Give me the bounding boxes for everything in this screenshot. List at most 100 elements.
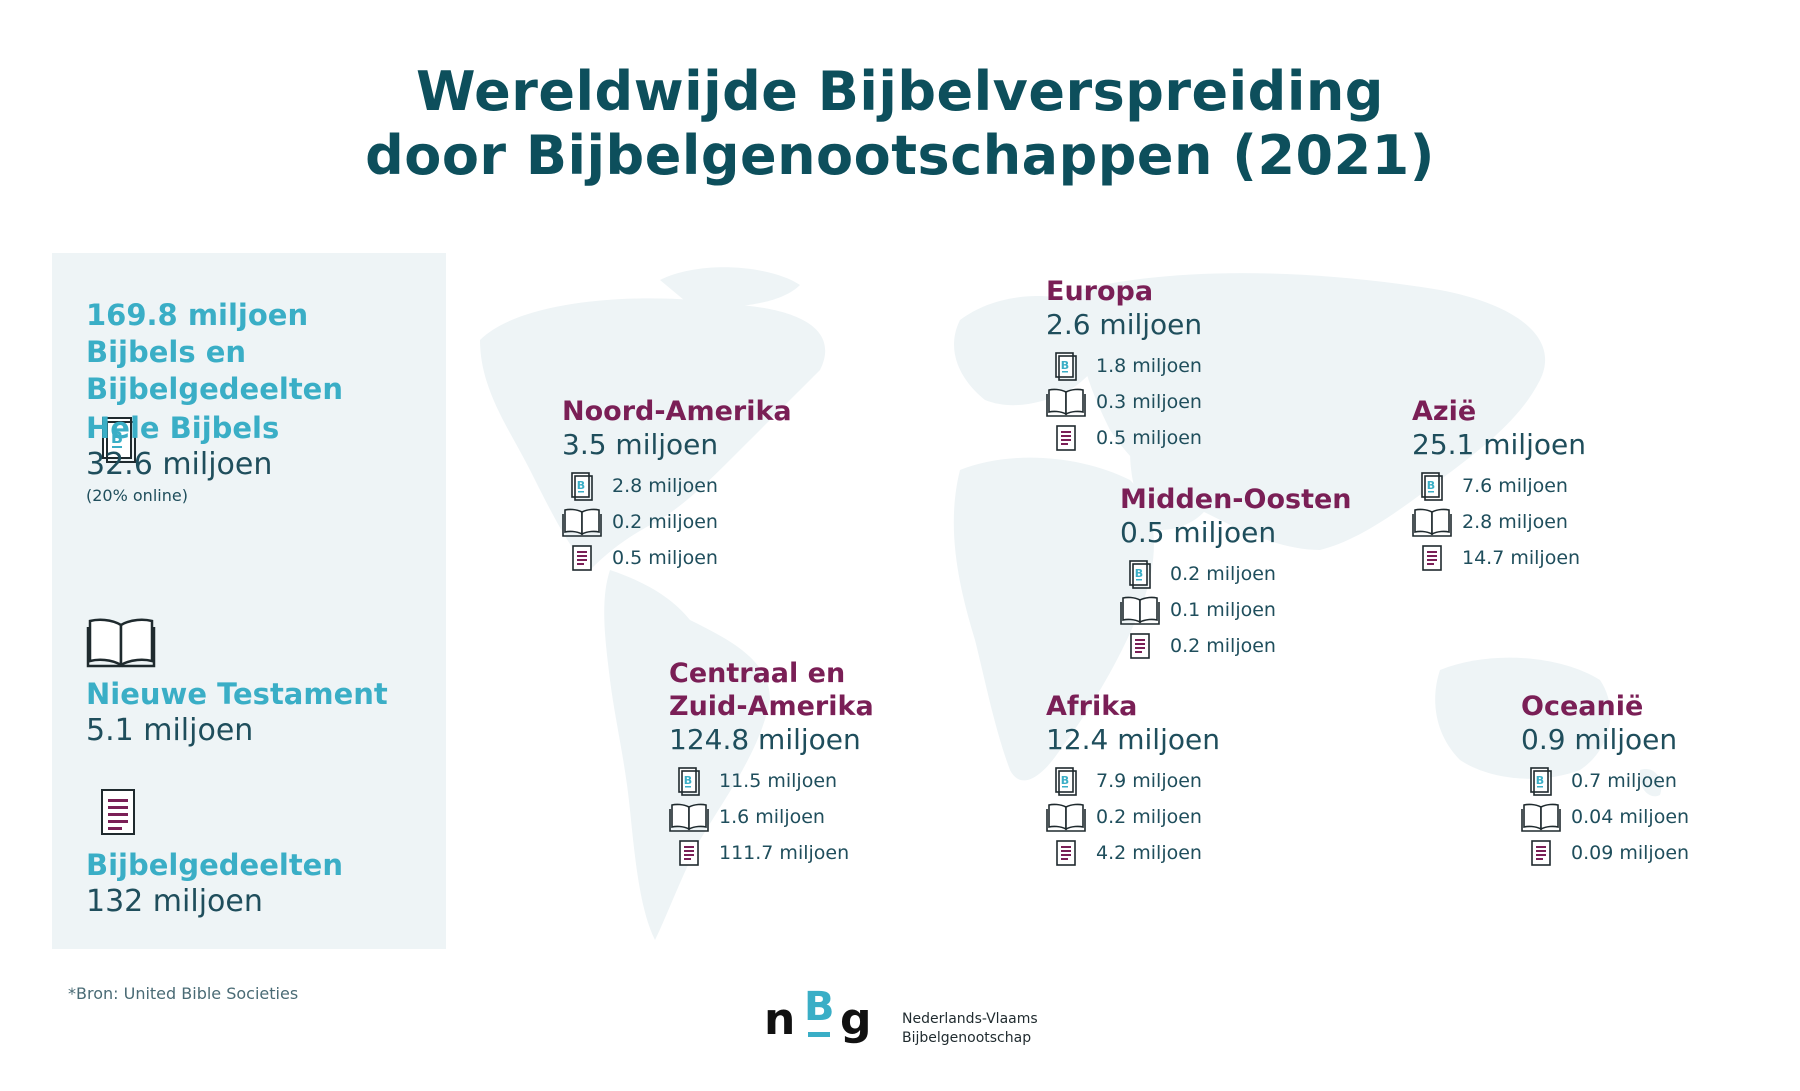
open-book-icon bbox=[1120, 594, 1160, 626]
region-nt-value: 0.04 miljoen bbox=[1571, 806, 1690, 828]
region-nt-value: 0.1 miljoen bbox=[1170, 599, 1276, 621]
region-row-portions: 14.7 miljoen bbox=[1412, 540, 1586, 576]
region-total: 12.4 miljoen bbox=[1046, 723, 1220, 756]
region-row-portions: 0.2 miljoen bbox=[1120, 628, 1352, 664]
document-icon bbox=[669, 837, 709, 869]
open-book-icon bbox=[1046, 386, 1086, 418]
region-row-bibles: B 2.8 miljoen bbox=[562, 468, 792, 504]
svg-text:B: B bbox=[1536, 774, 1544, 787]
region-bibles-value: 0.7 miljoen bbox=[1571, 770, 1677, 792]
document-icon bbox=[1120, 630, 1160, 662]
region-total: 25.1 miljoen bbox=[1412, 428, 1586, 461]
document-icon bbox=[1046, 837, 1086, 869]
region-nt-value: 2.8 miljoen bbox=[1462, 511, 1568, 533]
region-row-bibles: B 0.7 miljoen bbox=[1521, 763, 1689, 799]
region-row-bibles: B 7.9 miljoen bbox=[1046, 763, 1220, 799]
region-row-nt: 0.2 miljoen bbox=[1046, 799, 1220, 835]
open-book-icon bbox=[1046, 801, 1086, 833]
region-name: Noord-Amerika bbox=[562, 396, 792, 427]
region-row-bibles: B 0.2 miljoen bbox=[1120, 556, 1352, 592]
region-oceanie: Oceanië 0.9 miljoen B 0.7 miljoen 0.04 mi… bbox=[1521, 690, 1689, 871]
region-name: Centraal en Zuid-Amerika bbox=[669, 658, 874, 722]
org-name: Nederlands-Vlaams Bijbelgenootschap bbox=[902, 1010, 1038, 1048]
region-row-nt: 0.04 miljoen bbox=[1521, 799, 1689, 835]
bible-icon: B bbox=[1120, 558, 1160, 590]
region-portions-value: 0.2 miljoen bbox=[1170, 635, 1276, 657]
whole-bibles-value: 32.6 miljoen bbox=[86, 447, 273, 482]
svg-text:B: B bbox=[577, 479, 585, 492]
region-row-nt: 1.6 miljoen bbox=[669, 799, 909, 835]
summary-panel: 169.8 miljoen Bijbels en Bijbelgedeelten… bbox=[52, 253, 446, 949]
bible-icon: B bbox=[102, 417, 136, 463]
whole-bibles-note: (20% online) bbox=[86, 486, 188, 505]
bible-icon: B bbox=[669, 765, 709, 797]
world-map-background bbox=[480, 267, 1662, 940]
region-row-nt: 0.2 miljoen bbox=[562, 504, 792, 540]
region-name: Afrika bbox=[1046, 691, 1138, 722]
region-row-bibles: B 1.8 miljoen bbox=[1046, 348, 1202, 384]
region-nt-value: 0.2 miljoen bbox=[1096, 806, 1202, 828]
region-name: Midden-Oosten bbox=[1120, 484, 1352, 515]
region-portions-value: 14.7 miljoen bbox=[1462, 547, 1581, 569]
region-bibles-value: 11.5 miljoen bbox=[719, 770, 838, 792]
title-line-2: door Bijbelgenootschappen (2021) bbox=[365, 124, 1435, 187]
region-name: Europa bbox=[1046, 276, 1154, 307]
page-title: Wereldwijde Bijbelverspreiding door Bijb… bbox=[0, 60, 1800, 188]
svg-text:B: B bbox=[804, 984, 835, 1030]
region-bibles-value: 2.8 miljoen bbox=[612, 475, 718, 497]
region-portions-value: 0.09 miljoen bbox=[1571, 842, 1690, 864]
region-portions-value: 0.5 miljoen bbox=[1096, 427, 1202, 449]
svg-text:B: B bbox=[684, 774, 692, 787]
region-row-nt: 2.8 miljoen bbox=[1412, 504, 1586, 540]
region-name: Azië bbox=[1412, 396, 1477, 427]
bible-icon: B bbox=[1046, 350, 1086, 382]
region-bibles-value: 0.2 miljoen bbox=[1170, 563, 1276, 585]
open-book-icon bbox=[1521, 801, 1561, 833]
region-name: Oceanië bbox=[1521, 691, 1644, 722]
bible-icon: B bbox=[1412, 470, 1452, 502]
svg-text:B: B bbox=[1427, 479, 1435, 492]
bible-icon: B bbox=[1521, 765, 1561, 797]
portions-value: 132 miljoen bbox=[86, 884, 263, 919]
svg-text:g: g bbox=[840, 994, 872, 1045]
region-noord-amerika: Noord-Amerika 3.5 miljoen B 2.8 miljoen 0… bbox=[562, 395, 792, 576]
region-nt-value: 0.2 miljoen bbox=[612, 511, 718, 533]
org-line-2: Bijbelgenootschap bbox=[902, 1030, 1032, 1046]
title-line-1: Wereldwijde Bijbelverspreiding bbox=[416, 60, 1384, 123]
region-portions-value: 4.2 miljoen bbox=[1096, 842, 1202, 864]
document-icon bbox=[1046, 422, 1086, 454]
new-testament-value: 5.1 miljoen bbox=[86, 713, 254, 748]
nbg-logo: n B g bbox=[764, 984, 872, 1045]
region-total: 3.5 miljoen bbox=[562, 428, 719, 461]
open-book-icon bbox=[1412, 506, 1452, 538]
region-row-portions: 0.09 miljoen bbox=[1521, 835, 1689, 871]
region-row-portions: 0.5 miljoen bbox=[1046, 420, 1202, 456]
svg-text:n: n bbox=[764, 994, 795, 1045]
svg-text:B: B bbox=[111, 428, 123, 447]
region-row-bibles: B 7.6 miljoen bbox=[1412, 468, 1586, 504]
bible-icon: B bbox=[562, 470, 602, 502]
region-europa: Europa 2.6 miljoen B 1.8 miljoen 0.3 milj… bbox=[1046, 275, 1202, 456]
document-icon bbox=[101, 789, 135, 835]
region-total: 2.6 miljoen bbox=[1046, 308, 1203, 341]
region-total: 0.9 miljoen bbox=[1521, 723, 1678, 756]
region-row-bibles: B 11.5 miljoen bbox=[669, 763, 909, 799]
document-icon bbox=[562, 542, 602, 574]
region-row-nt: 0.3 miljoen bbox=[1046, 384, 1202, 420]
region-row-portions: 4.2 miljoen bbox=[1046, 835, 1220, 871]
region-azie: Azië 25.1 miljoen B 7.6 miljoen 2.8 miljo… bbox=[1412, 395, 1586, 576]
region-row-nt: 0.1 miljoen bbox=[1120, 592, 1352, 628]
summary-total: 169.8 miljoen Bijbels en Bijbelgedeelten bbox=[86, 298, 343, 406]
bible-icon: B bbox=[1046, 765, 1086, 797]
svg-text:B: B bbox=[1061, 359, 1069, 372]
region-afrika: Afrika 12.4 miljoen B 7.9 miljoen 0.2 mil… bbox=[1046, 690, 1220, 871]
region-row-portions: 0.5 miljoen bbox=[562, 540, 792, 576]
new-testament-label: Nieuwe Testament bbox=[86, 677, 388, 711]
source-note: *Bron: United Bible Societies bbox=[68, 984, 299, 1003]
region-row-portions: 111.7 miljoen bbox=[669, 835, 909, 871]
region-total: 0.5 miljoen bbox=[1120, 516, 1277, 549]
region-centraal-zuid-amerika: Centraal en Zuid-Amerika 124.8 miljoen B… bbox=[669, 657, 909, 871]
region-nt-value: 1.6 miljoen bbox=[719, 806, 825, 828]
open-book-icon bbox=[562, 506, 602, 538]
region-bibles-value: 1.8 miljoen bbox=[1096, 355, 1202, 377]
